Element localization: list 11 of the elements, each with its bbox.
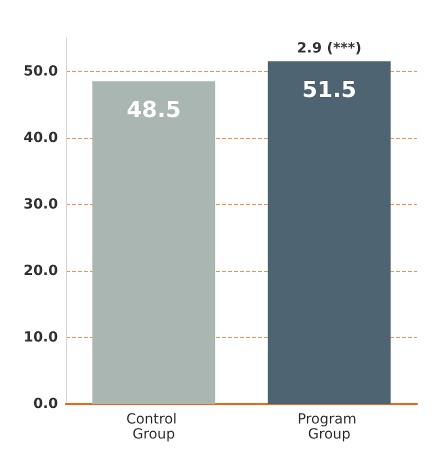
- y-tick-label: 10.0: [23, 329, 58, 346]
- y-tick-label: 50.0: [23, 63, 58, 80]
- y-tick-label: 40.0: [23, 130, 58, 146]
- data-label: 48.5: [126, 98, 181, 123]
- data-label: 51.5: [302, 78, 356, 103]
- y-tick-label: 0.0: [33, 396, 58, 412]
- x-tick-label: Control Group: [126, 412, 182, 442]
- x-tick-label: Program Group: [297, 412, 362, 442]
- y-tick-label: 20.0: [23, 262, 58, 279]
- y-tick-label: 30.0: [23, 196, 58, 212]
- annotation: 2.9 (***): [297, 40, 362, 56]
